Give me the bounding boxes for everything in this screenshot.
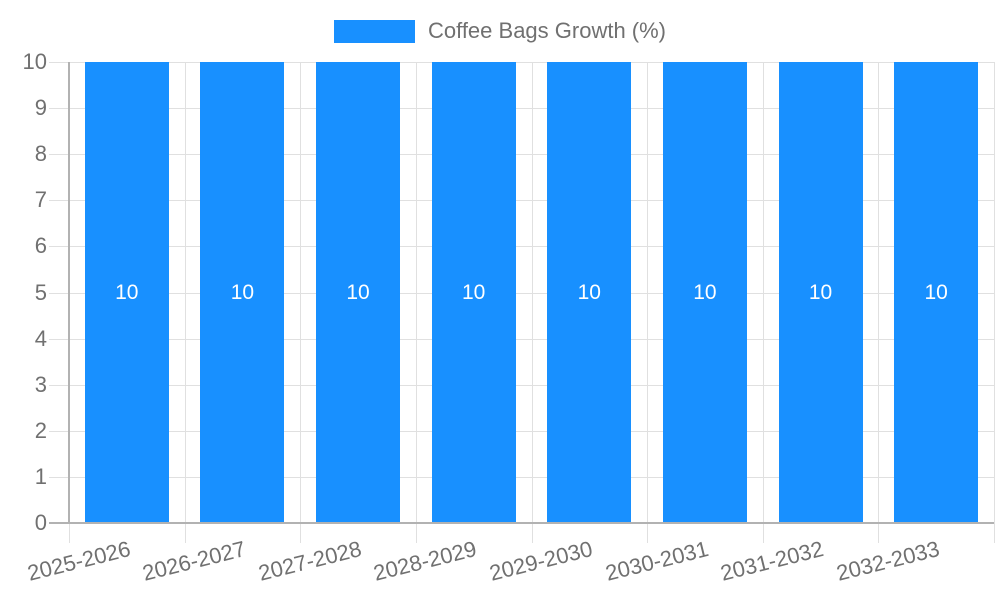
gridline-vertical bbox=[184, 62, 186, 523]
y-axis-tick bbox=[49, 292, 69, 294]
y-axis-tick bbox=[49, 107, 69, 109]
y-axis-label: 2 bbox=[34, 418, 47, 443]
x-axis-label: 2032-2033 bbox=[833, 536, 942, 586]
y-axis-label: 7 bbox=[34, 187, 47, 212]
y-axis-tick bbox=[49, 338, 69, 340]
legend-swatch-icon bbox=[333, 19, 415, 43]
legend-label: Coffee Bags Growth (%) bbox=[427, 18, 667, 43]
x-axis-label: 2029-2030 bbox=[486, 536, 596, 586]
y-axis-label: 0 bbox=[34, 510, 47, 535]
gridline-vertical bbox=[646, 62, 648, 523]
x-axis-tick bbox=[415, 523, 417, 543]
gridline-vertical bbox=[993, 62, 995, 523]
bar[interactable]: 10 bbox=[662, 62, 747, 523]
bar[interactable]: 10 bbox=[200, 62, 285, 523]
x-axis-tick bbox=[299, 523, 301, 543]
x-axis-label: 2026-2027 bbox=[140, 536, 249, 586]
x-axis-tick bbox=[184, 523, 186, 543]
bar-value-label: 10 bbox=[462, 280, 486, 304]
gridline-vertical bbox=[877, 62, 879, 523]
bar-value-label: 10 bbox=[230, 280, 255, 304]
y-axis-tick bbox=[49, 476, 69, 478]
x-axis-tick bbox=[877, 523, 879, 543]
y-axis-label: 6 bbox=[34, 233, 47, 258]
bar[interactable]: 10 bbox=[84, 62, 169, 523]
bar-value-label: 10 bbox=[577, 280, 601, 304]
x-axis-label: 2030-2031 bbox=[602, 536, 711, 586]
x-axis-label: 2028-2029 bbox=[371, 536, 480, 586]
y-axis-line bbox=[68, 62, 70, 523]
bar[interactable]: 10 bbox=[316, 62, 401, 523]
x-axis-label: 2027-2028 bbox=[255, 536, 364, 586]
bar[interactable]: 10 bbox=[894, 62, 979, 523]
y-axis-label: 1 bbox=[34, 464, 47, 489]
y-axis-label: 8 bbox=[34, 141, 47, 166]
gridline-vertical bbox=[762, 62, 764, 523]
x-axis-label: 2025-2026 bbox=[24, 536, 133, 586]
y-axis-tick bbox=[49, 199, 69, 201]
gridline-vertical bbox=[299, 62, 301, 523]
x-axis-tick bbox=[993, 523, 995, 543]
x-axis-tick bbox=[762, 523, 764, 543]
y-axis-label: 10 bbox=[22, 49, 47, 74]
bar-value-label: 10 bbox=[346, 280, 370, 304]
bar-value-label: 10 bbox=[924, 280, 948, 304]
y-axis-label: 9 bbox=[34, 95, 47, 120]
legend: Coffee Bags Growth (%) bbox=[0, 19, 1000, 43]
x-axis-tick bbox=[646, 523, 648, 543]
legend-item[interactable]: Coffee Bags Growth (%) bbox=[333, 18, 667, 43]
y-axis-tick bbox=[49, 384, 69, 386]
bar-value-label: 10 bbox=[808, 280, 833, 304]
plot-area: 0 1 2 3 4 5 6 7 8 9 10 10 2025-2026 10 2026-2027 10 2027… bbox=[23, 51, 995, 586]
y-axis-label: 4 bbox=[34, 326, 47, 351]
y-axis-tick bbox=[49, 430, 69, 432]
bar[interactable]: 10 bbox=[547, 62, 632, 523]
x-axis-label: 2031-2032 bbox=[718, 536, 827, 586]
x-axis-baseline bbox=[49, 522, 994, 524]
bar[interactable]: 10 bbox=[431, 62, 516, 523]
bar-value-label: 10 bbox=[693, 280, 717, 304]
x-axis-tick bbox=[531, 523, 533, 543]
gridline-vertical bbox=[415, 62, 417, 523]
bar-value-label: 10 bbox=[115, 280, 139, 304]
gridline-vertical bbox=[531, 62, 533, 523]
y-axis-tick bbox=[49, 61, 69, 63]
bar[interactable]: 10 bbox=[778, 62, 863, 523]
y-axis-tick bbox=[49, 153, 69, 155]
y-axis-label: 3 bbox=[34, 372, 47, 397]
y-axis-tick bbox=[49, 245, 69, 247]
y-axis-label: 5 bbox=[34, 280, 47, 305]
x-axis-tick bbox=[68, 523, 70, 543]
